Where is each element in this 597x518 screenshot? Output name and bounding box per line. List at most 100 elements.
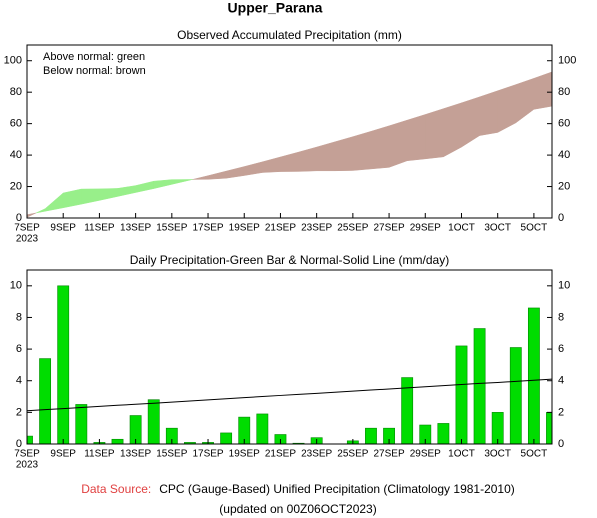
y2-tick-label: 80 <box>558 86 570 98</box>
y2-tick-label: 100 <box>558 55 576 67</box>
bar <box>184 442 196 444</box>
x-tick-label: 25SEP <box>337 223 368 234</box>
bar <box>383 427 395 444</box>
y2-tick-label: 0 <box>558 212 564 224</box>
y2-tick-label: 20 <box>558 180 570 192</box>
x-tick-label: 29SEP <box>410 449 441 460</box>
x-tick-label: 11SEP <box>84 449 115 460</box>
x-year-label: 2023 <box>16 460 39 471</box>
bar <box>509 347 522 444</box>
x-tick-label: 15SEP <box>156 449 187 460</box>
accumulation-band <box>479 90 498 136</box>
y-tick-label: 20 <box>10 180 22 192</box>
x-tick-label: 13SEP <box>120 223 151 234</box>
chart: Observed Accumulated Precipitation (mm) A… <box>4 28 577 244</box>
x-tick-label: 19SEP <box>229 223 260 234</box>
y-tick-label: 0 <box>16 438 22 450</box>
source-text: CPC (Gauge-Based) Unified Precipitation … <box>159 482 515 496</box>
bar <box>57 285 70 444</box>
x-tick-label: 3OCT <box>484 449 511 460</box>
footer-source: Data Source: CPC (Gauge-Based) Unified Pr… <box>81 482 515 496</box>
bar <box>455 345 468 444</box>
x-tick-label: 25SEP <box>337 449 368 460</box>
x-tick-label: 21SEP <box>265 449 296 460</box>
x-tick-label: 13SEP <box>120 449 151 460</box>
accumulation-band <box>406 114 426 162</box>
y-tick-label: 80 <box>10 86 22 98</box>
x-year-label: 2023 <box>16 234 39 245</box>
accumulation-band <box>334 136 354 172</box>
x-tick-label: 3OCT <box>484 223 511 234</box>
bar <box>129 415 142 444</box>
legend-text: Below normal: brown <box>43 65 146 77</box>
bar <box>491 412 504 444</box>
x-tick-label: 5OCT <box>521 449 548 460</box>
x-tick-label: 5OCT <box>521 223 548 234</box>
accumulation-band <box>189 179 193 181</box>
bar <box>220 432 233 444</box>
source-label: Data Source: <box>81 482 151 496</box>
x-tick-label: 27SEP <box>373 449 404 460</box>
page-title: Upper_Parana <box>228 0 323 16</box>
y-tick-label: 100 <box>4 55 22 67</box>
bar <box>256 413 269 444</box>
y2-tick-label: 60 <box>558 118 570 130</box>
y2-tick-label: 40 <box>558 149 570 161</box>
x-tick-label: 23SEP <box>301 223 332 234</box>
y-tick-label: 60 <box>10 118 22 130</box>
chart: Daily Precipitation-Green Bar & Normal-S… <box>10 253 571 470</box>
accumulation-band <box>443 102 462 158</box>
bar <box>473 328 486 444</box>
x-tick-label: 9SEP <box>50 223 76 234</box>
y2-tick-label: 10 <box>558 280 570 292</box>
x-tick-label: 15SEP <box>156 223 187 234</box>
x-tick-label: 1OCT <box>448 223 475 234</box>
x-tick-label: 11SEP <box>84 223 115 234</box>
y2-tick-label: 4 <box>558 375 564 387</box>
plot-area <box>27 71 552 218</box>
x-tick-label: 29SEP <box>410 223 441 234</box>
y-tick-label: 40 <box>10 149 22 161</box>
bar <box>527 307 540 444</box>
bar <box>111 438 124 444</box>
bar <box>419 424 432 444</box>
plot-area <box>27 285 552 444</box>
normal-line <box>27 378 552 412</box>
x-tick-label: 21SEP <box>265 223 296 234</box>
y-tick-label: 8 <box>16 311 22 323</box>
x-tick-label: 17SEP <box>192 223 223 234</box>
bar <box>238 416 251 444</box>
bar <box>365 427 377 444</box>
accumulation-band <box>27 212 37 218</box>
plot-frame <box>26 269 553 445</box>
x-tick-label: 7SEP <box>14 449 40 460</box>
accumulation-band <box>352 131 372 171</box>
x-tick-label: 23SEP <box>301 449 332 460</box>
y-tick-label: 2 <box>16 406 22 418</box>
footer-updated: (updated on 00Z06OCT2023) <box>219 502 376 516</box>
legend-text: Above normal: green <box>43 51 145 63</box>
x-tick-label: 27SEP <box>373 223 404 234</box>
y2-tick-label: 0 <box>558 438 564 450</box>
accumulation-band <box>316 141 336 172</box>
x-tick-label: 1OCT <box>448 449 475 460</box>
bar <box>546 412 552 444</box>
y2-tick-label: 8 <box>558 311 564 323</box>
chart-title: Daily Precipitation-Green Bar & Normal-S… <box>130 253 449 267</box>
bar <box>39 358 52 444</box>
x-tick-label: 9SEP <box>50 449 76 460</box>
accumulation-band <box>388 119 408 168</box>
y-tick-label: 6 <box>16 343 22 355</box>
y2-tick-label: 2 <box>558 406 564 418</box>
bar <box>165 427 178 444</box>
bar <box>437 423 450 444</box>
x-tick-label: 19SEP <box>229 449 260 460</box>
accumulation-band <box>425 108 444 160</box>
accumulation-band <box>370 125 390 170</box>
bar <box>75 404 88 444</box>
x-tick-label: 17SEP <box>192 449 223 460</box>
y-tick-label: 10 <box>10 280 22 292</box>
chart-title: Observed Accumulated Precipitation (mm) <box>177 28 402 42</box>
y-tick-label: 0 <box>16 212 22 224</box>
